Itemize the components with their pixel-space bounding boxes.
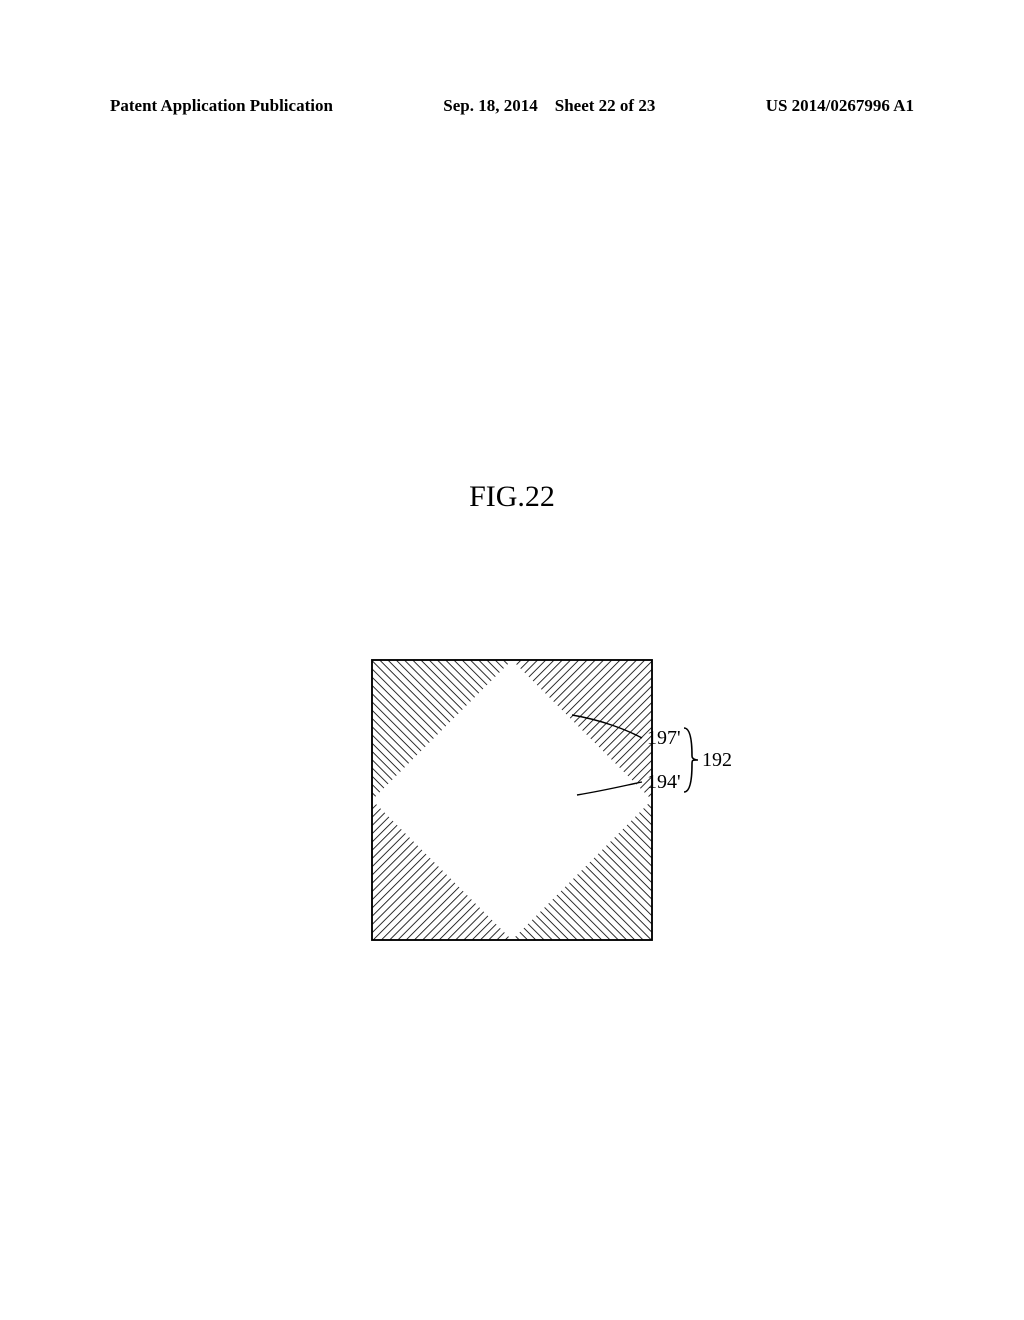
date-and-sheet: Sep. 18, 2014 Sheet 22 of 23 <box>443 96 655 116</box>
page-header: Patent Application Publication Sep. 18, … <box>0 96 1024 116</box>
publication-type: Patent Application Publication <box>110 96 333 116</box>
figure-label: FIG.22 <box>469 480 555 514</box>
figure-drawing <box>372 660 652 940</box>
publication-number: US 2014/0267996 A1 <box>766 96 914 116</box>
publication-date: Sep. 18, 2014 <box>443 96 537 115</box>
brace-icon <box>684 728 698 792</box>
sheet-number: Sheet 22 of 23 <box>555 96 656 115</box>
patent-page: Patent Application Publication Sep. 18, … <box>0 0 1024 1320</box>
ref-number-192: 192 <box>702 749 732 771</box>
